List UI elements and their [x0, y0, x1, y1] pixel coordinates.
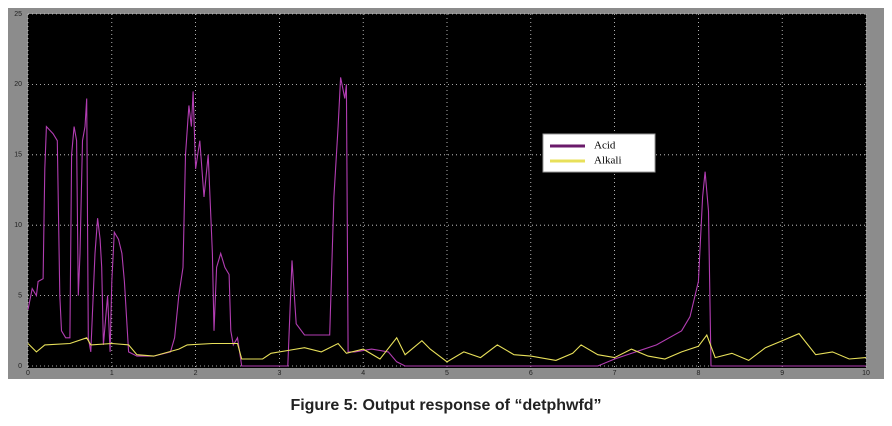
legend-label: Acid: [594, 140, 616, 152]
y-tick-label: 0: [18, 363, 22, 370]
x-tick-label: 1: [110, 370, 114, 377]
series-line: [27, 77, 866, 367]
x-tick-label: 4: [361, 370, 365, 377]
legend-label: Alkali: [594, 155, 622, 167]
x-tick-label: 7: [613, 370, 617, 377]
legend: [542, 133, 656, 173]
x-tick-label: 6: [529, 370, 533, 377]
y-tick-label: 5: [18, 292, 22, 299]
y-tick-label: 15: [14, 152, 22, 159]
y-tick-label: 25: [14, 11, 22, 18]
x-tick-label: 0: [26, 370, 30, 377]
x-tick-label: 2: [194, 370, 198, 377]
series-line: [27, 332, 867, 363]
caption: Figure 5: Output response of “detphwfd”: [290, 397, 601, 414]
x-tick-label: 8: [696, 370, 700, 377]
y-tick-label: 10: [14, 222, 22, 229]
x-tick-label: 3: [277, 370, 281, 377]
x-tick-label: 9: [780, 370, 784, 377]
y-tick-label: 20: [14, 81, 22, 88]
x-tick-label: 5: [445, 370, 449, 377]
x-tick-label: 10: [862, 370, 870, 377]
